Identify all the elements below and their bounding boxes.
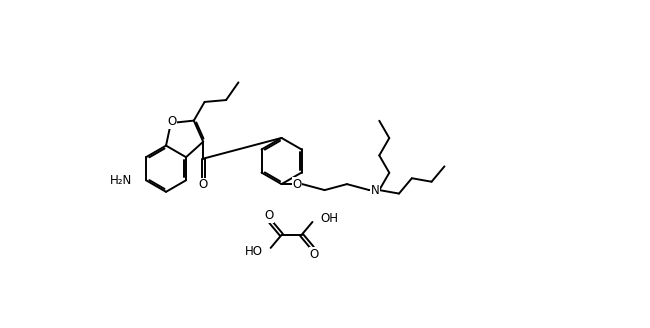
Text: O: O	[167, 115, 176, 128]
Text: O: O	[199, 178, 208, 191]
Text: O: O	[309, 248, 318, 260]
Text: N: N	[371, 184, 380, 196]
Text: HO: HO	[245, 245, 263, 258]
Text: O: O	[292, 178, 302, 191]
Text: O: O	[265, 209, 274, 222]
Text: H₂N: H₂N	[110, 174, 132, 187]
Text: OH: OH	[320, 212, 338, 225]
